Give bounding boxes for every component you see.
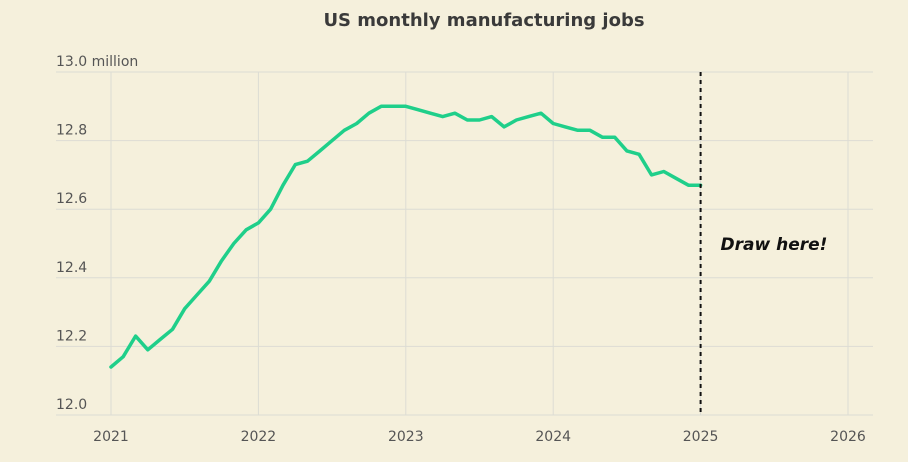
y-tick-label: 13.0 million	[56, 54, 138, 70]
y-tick-label: 12.2	[56, 328, 87, 344]
x-tick-label: 2021	[93, 429, 129, 445]
y-tick-labels: 12.0 12.2 12.4 12.6 12.8 13.0 million	[56, 54, 138, 413]
y-tick-label: 12.4	[56, 260, 87, 276]
draw-here-annotation[interactable]: Draw here!	[721, 235, 828, 255]
x-tick-label: 2023	[388, 429, 424, 445]
chart-title: US monthly manufacturing jobs	[323, 10, 644, 31]
series-line	[109, 104, 703, 369]
x-tick-label: 2022	[241, 429, 277, 445]
y-tick-label: 12.6	[56, 191, 87, 207]
x-tick-labels: 2021 2022 2023 2024 2025 2026	[93, 429, 866, 445]
x-tick-label: 2025	[683, 429, 719, 445]
y-tick-label: 12.0	[56, 397, 87, 413]
x-tick-label: 2024	[535, 429, 571, 445]
x-tick-label: 2026	[830, 429, 866, 445]
series-layer	[109, 104, 703, 369]
y-tick-label: 12.8	[56, 123, 87, 139]
